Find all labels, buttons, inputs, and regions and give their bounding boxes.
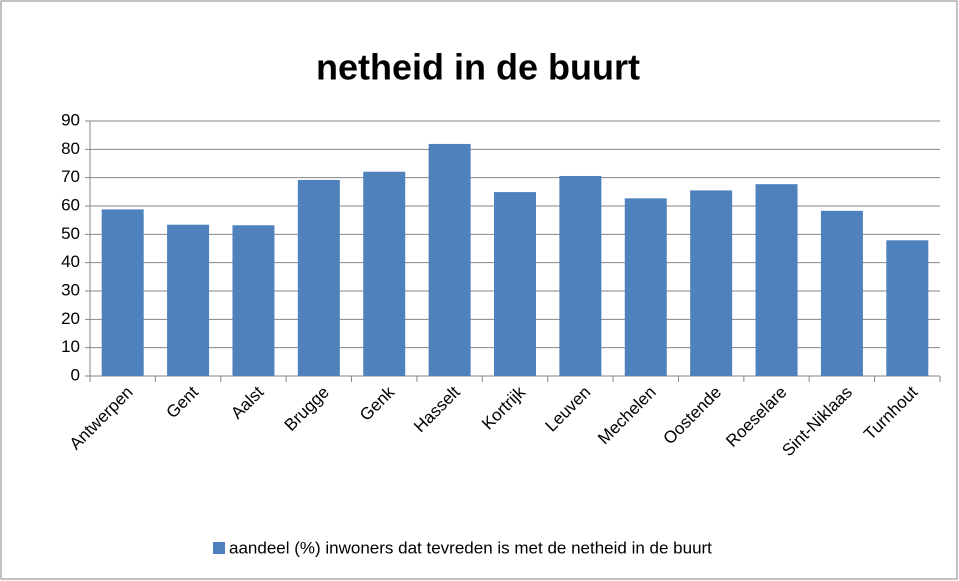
bar xyxy=(820,210,863,376)
bar xyxy=(232,225,275,376)
bar xyxy=(559,175,602,376)
bar xyxy=(363,171,406,376)
y-tick-label: 30 xyxy=(61,280,80,299)
y-tick-label: 60 xyxy=(61,195,80,214)
legend-label: aandeel (%) inwoners dat tevreden is met… xyxy=(229,538,712,557)
bar xyxy=(167,224,210,376)
bar xyxy=(428,143,471,376)
bar xyxy=(624,198,667,376)
y-tick-label: 80 xyxy=(61,139,80,158)
y-tick-label: 0 xyxy=(71,365,80,384)
bar xyxy=(101,209,144,376)
y-tick-label: 70 xyxy=(61,167,80,186)
y-tick-label: 20 xyxy=(61,309,80,328)
bar xyxy=(297,179,340,376)
legend-swatch xyxy=(213,542,225,554)
bar xyxy=(755,184,798,376)
y-tick-label: 50 xyxy=(61,224,80,243)
bar xyxy=(886,240,929,376)
bar xyxy=(690,190,733,376)
y-tick-label: 90 xyxy=(61,110,80,129)
bar xyxy=(494,192,536,376)
y-tick-label: 10 xyxy=(61,337,80,356)
chart-title: netheid in de buurt xyxy=(316,47,640,88)
y-tick-label: 40 xyxy=(61,252,80,271)
